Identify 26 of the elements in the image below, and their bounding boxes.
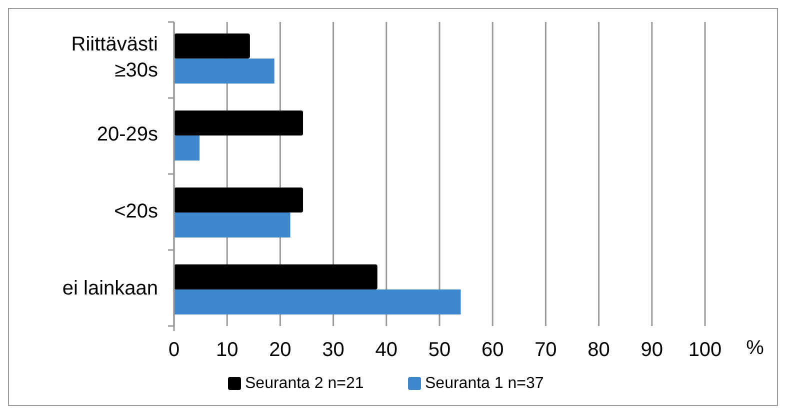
x-tick-label: 30 — [322, 339, 344, 361]
bar — [174, 289, 461, 314]
x-tick-label: 10 — [216, 339, 238, 361]
y-tick-label: 20-29s — [96, 124, 158, 146]
y-tick-label: ei lainkaan — [62, 278, 158, 300]
x-tick-label: 80 — [588, 339, 610, 361]
x-axis-title: % — [746, 337, 764, 359]
x-tick-label: 90 — [640, 339, 664, 361]
legend-label: Seuranta 1 n=37 — [425, 375, 544, 392]
bar — [174, 110, 304, 136]
x-tick-label: 100 — [688, 339, 722, 361]
x-tick-label: 70 — [534, 339, 557, 361]
bar — [174, 58, 274, 84]
bar — [174, 264, 378, 290]
x-tick-label: 40 — [375, 339, 398, 361]
bar — [174, 212, 290, 238]
y-tick-label: <20s — [114, 200, 158, 223]
bar — [174, 187, 304, 212]
x-tick-label: 50 — [428, 339, 451, 361]
bar — [174, 34, 250, 59]
x-tick-label: 60 — [481, 339, 504, 361]
x-tick-label: 0 — [168, 339, 180, 361]
legend-label: Seuranta 2 n=21 — [245, 375, 364, 392]
bar — [174, 136, 200, 161]
x-tick-label: 20 — [269, 339, 292, 361]
y-tick-label: Riittävästi ≥30s — [71, 34, 158, 82]
